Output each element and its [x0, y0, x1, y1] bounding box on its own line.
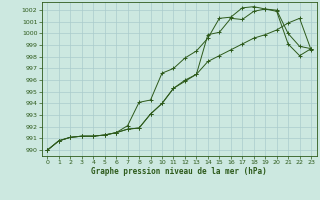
X-axis label: Graphe pression niveau de la mer (hPa): Graphe pression niveau de la mer (hPa) — [91, 167, 267, 176]
